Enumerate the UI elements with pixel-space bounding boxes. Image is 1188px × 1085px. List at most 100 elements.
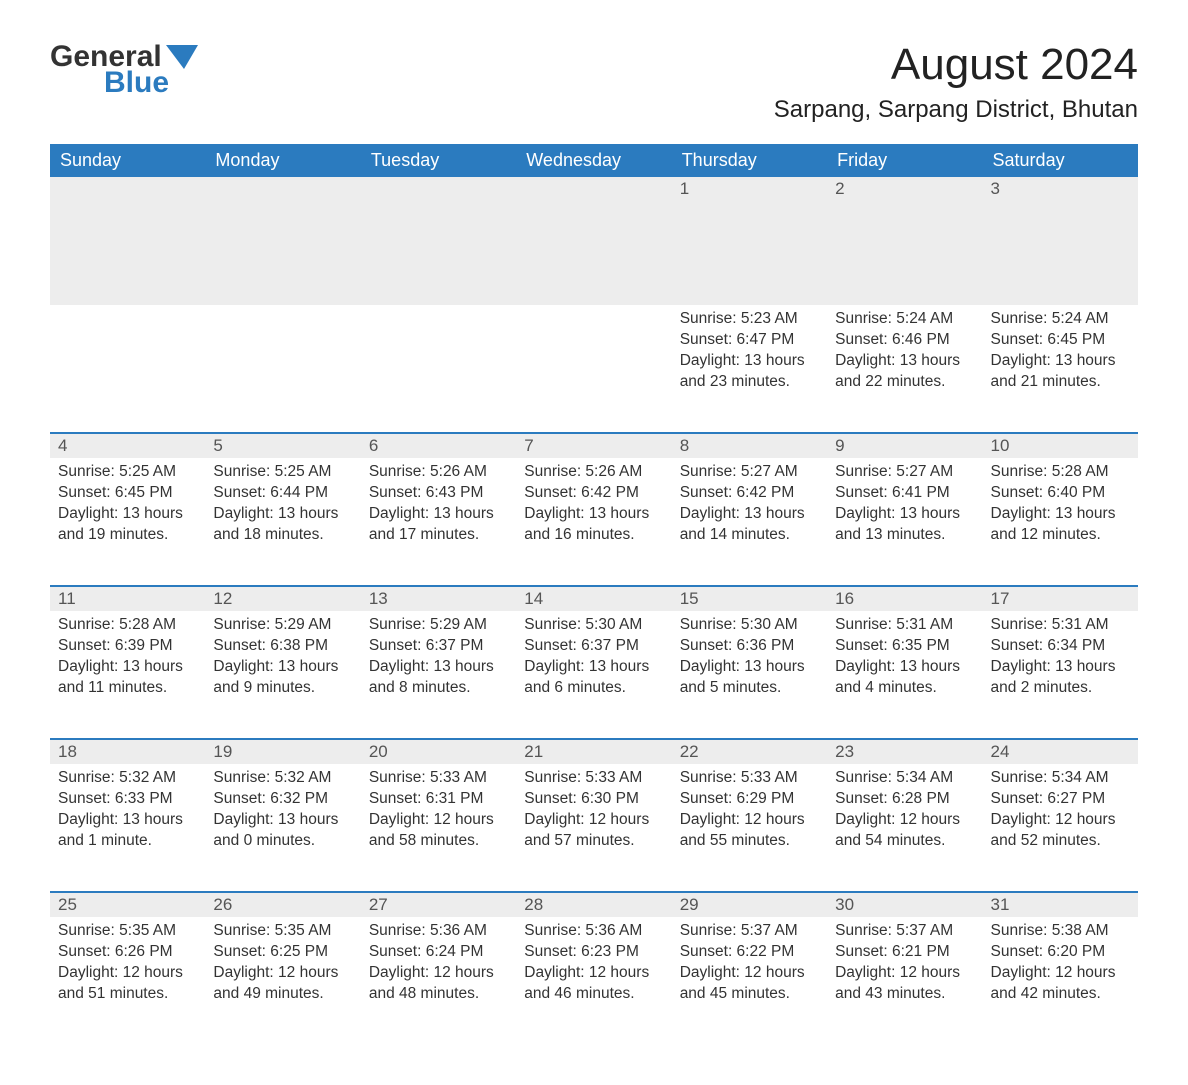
sunrise-line: Sunrise: 5:31 AM	[991, 615, 1130, 636]
daylight-line: Daylight: 13 hours and 5 minutes.	[680, 657, 819, 699]
sunset-line: Sunset: 6:40 PM	[991, 483, 1130, 504]
sunset-line: Sunset: 6:38 PM	[213, 636, 352, 657]
day-cell: Sunrise: 5:38 AMSunset: 6:20 PMDaylight:…	[983, 917, 1138, 1045]
day-number: 30	[827, 892, 982, 917]
location: Sarpang, Sarpang District, Bhutan	[774, 96, 1138, 124]
sunset-line: Sunset: 6:22 PM	[680, 942, 819, 963]
day-cell: Sunrise: 5:32 AMSunset: 6:32 PMDaylight:…	[205, 764, 360, 892]
sunrise-line: Sunrise: 5:36 AM	[369, 921, 508, 942]
sunset-line: Sunset: 6:37 PM	[524, 636, 663, 657]
sunrise-line: Sunrise: 5:32 AM	[58, 768, 197, 789]
day-cell: Sunrise: 5:36 AMSunset: 6:24 PMDaylight:…	[361, 917, 516, 1045]
sunset-line: Sunset: 6:29 PM	[680, 789, 819, 810]
day-number: 5	[205, 433, 360, 458]
day-cell: Sunrise: 5:27 AMSunset: 6:41 PMDaylight:…	[827, 458, 982, 586]
daylight-line: Daylight: 12 hours and 51 minutes.	[58, 963, 197, 1005]
day-number: 8	[672, 433, 827, 458]
day-number: 29	[672, 892, 827, 917]
daylight-line: Daylight: 13 hours and 9 minutes.	[213, 657, 352, 699]
day-cell: Sunrise: 5:26 AMSunset: 6:42 PMDaylight:…	[516, 458, 671, 586]
day-cell: Sunrise: 5:31 AMSunset: 6:34 PMDaylight:…	[983, 611, 1138, 739]
daylight-line: Daylight: 13 hours and 19 minutes.	[58, 504, 197, 546]
daylight-line: Daylight: 13 hours and 0 minutes.	[213, 810, 352, 852]
daylight-line: Daylight: 13 hours and 21 minutes.	[991, 351, 1130, 393]
empty-cell	[361, 305, 516, 433]
day-number: 12	[205, 586, 360, 611]
sunrise-line: Sunrise: 5:34 AM	[835, 768, 974, 789]
weekday-header: Monday	[205, 144, 360, 177]
day-number: 9	[827, 433, 982, 458]
day-cell: Sunrise: 5:35 AMSunset: 6:26 PMDaylight:…	[50, 917, 205, 1045]
sunset-line: Sunset: 6:44 PM	[213, 483, 352, 504]
sunrise-line: Sunrise: 5:27 AM	[835, 462, 974, 483]
sunset-line: Sunset: 6:34 PM	[991, 636, 1130, 657]
day-number: 20	[361, 739, 516, 764]
logo: General Blue	[50, 40, 198, 100]
sunrise-line: Sunrise: 5:28 AM	[58, 615, 197, 636]
daylight-line: Daylight: 12 hours and 46 minutes.	[524, 963, 663, 1005]
sunset-line: Sunset: 6:23 PM	[524, 942, 663, 963]
day-cell: Sunrise: 5:33 AMSunset: 6:29 PMDaylight:…	[672, 764, 827, 892]
sunrise-line: Sunrise: 5:36 AM	[524, 921, 663, 942]
empty-cell	[205, 305, 360, 433]
daylight-line: Daylight: 12 hours and 42 minutes.	[991, 963, 1130, 1005]
day-number: 18	[50, 739, 205, 764]
sunset-line: Sunset: 6:28 PM	[835, 789, 974, 810]
day-number: 4	[50, 433, 205, 458]
daylight-line: Daylight: 12 hours and 48 minutes.	[369, 963, 508, 1005]
day-cell: Sunrise: 5:34 AMSunset: 6:28 PMDaylight:…	[827, 764, 982, 892]
sunrise-line: Sunrise: 5:25 AM	[213, 462, 352, 483]
day-number: 2	[827, 177, 982, 305]
sunrise-line: Sunrise: 5:30 AM	[680, 615, 819, 636]
title-block: August 2024 Sarpang, Sarpang District, B…	[774, 40, 1138, 124]
day-cell: Sunrise: 5:30 AMSunset: 6:36 PMDaylight:…	[672, 611, 827, 739]
daylight-line: Daylight: 12 hours and 52 minutes.	[991, 810, 1130, 852]
day-number: 7	[516, 433, 671, 458]
sunset-line: Sunset: 6:32 PM	[213, 789, 352, 810]
day-number: 28	[516, 892, 671, 917]
daylight-line: Daylight: 12 hours and 57 minutes.	[524, 810, 663, 852]
day-cell: Sunrise: 5:23 AMSunset: 6:47 PMDaylight:…	[672, 305, 827, 433]
sunrise-line: Sunrise: 5:37 AM	[835, 921, 974, 942]
sunset-line: Sunset: 6:33 PM	[58, 789, 197, 810]
day-number: 14	[516, 586, 671, 611]
sunrise-line: Sunrise: 5:32 AM	[213, 768, 352, 789]
day-cell: Sunrise: 5:27 AMSunset: 6:42 PMDaylight:…	[672, 458, 827, 586]
day-cell: Sunrise: 5:25 AMSunset: 6:44 PMDaylight:…	[205, 458, 360, 586]
daylight-line: Daylight: 13 hours and 14 minutes.	[680, 504, 819, 546]
empty-cell	[516, 177, 671, 305]
sunrise-line: Sunrise: 5:31 AM	[835, 615, 974, 636]
logo-text2: Blue	[104, 66, 198, 100]
weekday-header: Tuesday	[361, 144, 516, 177]
day-number: 31	[983, 892, 1138, 917]
empty-cell	[516, 305, 671, 433]
day-number: 27	[361, 892, 516, 917]
sunset-line: Sunset: 6:26 PM	[58, 942, 197, 963]
day-cell: Sunrise: 5:37 AMSunset: 6:22 PMDaylight:…	[672, 917, 827, 1045]
day-number: 21	[516, 739, 671, 764]
day-number: 1	[672, 177, 827, 305]
day-cell: Sunrise: 5:37 AMSunset: 6:21 PMDaylight:…	[827, 917, 982, 1045]
day-number: 22	[672, 739, 827, 764]
page-title: August 2024	[774, 40, 1138, 90]
sunrise-line: Sunrise: 5:33 AM	[524, 768, 663, 789]
sunset-line: Sunset: 6:37 PM	[369, 636, 508, 657]
day-number: 13	[361, 586, 516, 611]
sunrise-line: Sunrise: 5:28 AM	[991, 462, 1130, 483]
sunrise-line: Sunrise: 5:25 AM	[58, 462, 197, 483]
day-cell: Sunrise: 5:31 AMSunset: 6:35 PMDaylight:…	[827, 611, 982, 739]
sunset-line: Sunset: 6:47 PM	[680, 330, 819, 351]
day-cell: Sunrise: 5:30 AMSunset: 6:37 PMDaylight:…	[516, 611, 671, 739]
day-cell: Sunrise: 5:35 AMSunset: 6:25 PMDaylight:…	[205, 917, 360, 1045]
day-cell: Sunrise: 5:28 AMSunset: 6:39 PMDaylight:…	[50, 611, 205, 739]
sunset-line: Sunset: 6:46 PM	[835, 330, 974, 351]
day-number: 3	[983, 177, 1138, 305]
sunset-line: Sunset: 6:42 PM	[524, 483, 663, 504]
daylight-line: Daylight: 13 hours and 1 minute.	[58, 810, 197, 852]
daylight-line: Daylight: 12 hours and 58 minutes.	[369, 810, 508, 852]
sunset-line: Sunset: 6:36 PM	[680, 636, 819, 657]
empty-cell	[361, 177, 516, 305]
sunrise-line: Sunrise: 5:29 AM	[213, 615, 352, 636]
weekday-header: Saturday	[983, 144, 1138, 177]
weekday-header: Sunday	[50, 144, 205, 177]
